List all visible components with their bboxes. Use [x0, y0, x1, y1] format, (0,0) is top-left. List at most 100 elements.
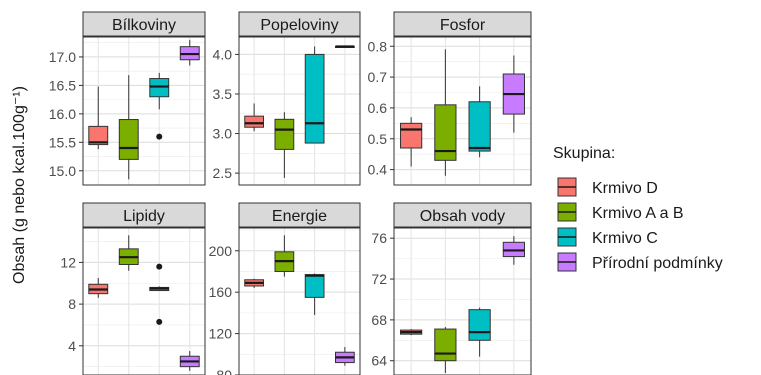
- box-krmivo-d: [88, 86, 109, 150]
- y-tick-label: 4.0: [213, 46, 233, 62]
- box-krmivo-c: [304, 46, 325, 144]
- box-iqr: [468, 309, 491, 341]
- box-prirodni-podminky: [179, 351, 200, 371]
- box-iqr: [274, 118, 295, 150]
- legend-label: Přírodní podmínky: [592, 255, 723, 272]
- outlier-point: [156, 263, 163, 270]
- panel-border: [82, 36, 206, 186]
- y-tick-label: 8: [68, 296, 76, 312]
- panel-border: [238, 36, 361, 186]
- box-krmivo-d: [88, 278, 109, 298]
- box-krmivo-c: [304, 273, 325, 315]
- y-tick-label: 17.0: [49, 49, 76, 65]
- box-krmivo-c: [468, 307, 491, 357]
- y-tick-label: 2.5: [213, 165, 233, 181]
- strip-title: Obsah vody: [420, 208, 505, 225]
- legend-label: Krmivo D: [592, 180, 658, 197]
- y-tick-label: 16.5: [49, 77, 76, 93]
- box-prirodni-podminky: [502, 55, 525, 133]
- y-tick-label: 0.7: [368, 69, 388, 85]
- strip-title: Lipidy: [123, 208, 165, 225]
- box-krmivo-d: [244, 278, 265, 289]
- y-tick-label: 15.0: [49, 163, 76, 179]
- legend: Skupina: Krmivo D Krmivo A a B Krmivo C Pří…: [553, 145, 723, 272]
- strip-title: Bílkoviny: [112, 17, 176, 34]
- panel-obsah-vody: Obsah vody 64 68 72 76: [371, 202, 532, 375]
- box-iqr: [434, 104, 457, 161]
- y-tick-label: 3.5: [213, 86, 233, 102]
- panel-background: [82, 227, 206, 375]
- box-krmivo-c: [149, 72, 170, 140]
- panel-background: [82, 36, 206, 186]
- box-krmivo-a-a-b: [434, 49, 457, 176]
- y-tick-label: 68: [371, 312, 387, 328]
- legend-item-prirodni-podminky: Přírodní podmínky: [557, 252, 723, 272]
- box-iqr: [149, 78, 170, 98]
- strip-title: Fosfor: [440, 17, 486, 34]
- box-krmivo-a-a-b: [118, 235, 139, 271]
- y-tick-label: 160: [209, 284, 233, 300]
- panel-border: [82, 227, 206, 375]
- box-krmivo-d: [244, 103, 265, 132]
- box-krmivo-d: [400, 117, 423, 167]
- strip-title: Energie: [272, 208, 327, 225]
- box-iqr: [400, 122, 423, 149]
- box-iqr: [304, 274, 325, 298]
- box-prirodni-podminky: [502, 236, 525, 265]
- y-tick-label: 200: [209, 243, 233, 259]
- y-tick-label: 72: [371, 271, 387, 287]
- strip-background: [82, 202, 206, 228]
- legend-item-krmivo-c: Krmivo C: [557, 227, 658, 247]
- y-tick-label: 76: [371, 230, 387, 246]
- panel-fosfor: Fosfor 0.4 0.5 0.6 0.7 0.8: [368, 11, 532, 186]
- y-tick-label: 80: [216, 367, 232, 375]
- y-tick-label: 0.4: [368, 162, 388, 178]
- box-krmivo-c: [468, 86, 491, 158]
- box-iqr: [468, 101, 491, 152]
- box-prirodni-podminky: [334, 347, 355, 366]
- box-iqr: [118, 119, 139, 160]
- strip-background: [393, 11, 532, 37]
- strip-title: Popeloviny: [260, 17, 338, 34]
- legend-title: Skupina:: [553, 145, 615, 162]
- box-iqr: [88, 125, 109, 146]
- y-tick-label: 12: [60, 254, 76, 270]
- box-iqr: [434, 328, 457, 362]
- y-axis-label: Obsah (g nebo kcal.100g⁻¹): [11, 86, 28, 284]
- strip-background: [238, 11, 361, 37]
- box-prirodni-podminky: [334, 45, 355, 48]
- y-tick-label: 0.5: [368, 131, 388, 147]
- y-tick-label: 4: [68, 338, 76, 354]
- box-krmivo-a-a-b: [274, 112, 295, 178]
- panel-bilkoviny: Bílkoviny 15.0 15.5 16.0 16.5 17.0: [49, 11, 206, 186]
- y-tick-label: 120: [209, 326, 233, 342]
- y-tick-label: 16.0: [49, 106, 76, 122]
- y-tick-label: 64: [371, 353, 387, 369]
- panel-lipidy: Lipidy 4 8 12: [60, 202, 206, 375]
- y-tick-label: 15.5: [49, 134, 76, 150]
- box-prirodni-podminky: [179, 39, 200, 66]
- legend-item-krmivo-a-a-b: Krmivo A a B: [557, 202, 684, 222]
- facet-panels: Bílkoviny 15.0 15.5 16.0 16.5 17.0 Popeloviny 2…: [49, 11, 532, 375]
- panel-border: [393, 227, 532, 375]
- box-krmivo-a-a-b: [434, 327, 457, 373]
- box-krmivo-a-a-b: [274, 235, 295, 277]
- legend-item-krmivo-d: Krmivo D: [557, 177, 658, 197]
- box-krmivo-c: [149, 263, 170, 325]
- panel-border: [393, 36, 532, 186]
- strip-background: [82, 11, 206, 37]
- panel-popeloviny: Popeloviny 2.5 3.0 3.5 4.0: [213, 11, 361, 186]
- box-iqr: [304, 53, 325, 144]
- strip-background: [238, 202, 361, 228]
- strip-background: [393, 202, 532, 228]
- legend-label: Krmivo A a B: [592, 205, 684, 222]
- box-krmivo-d: [400, 329, 423, 336]
- y-tick-label: 0.8: [368, 38, 388, 54]
- box-krmivo-a-a-b: [118, 75, 139, 180]
- outlier-point: [156, 318, 163, 325]
- y-tick-label: 3.0: [213, 126, 233, 142]
- panel-energie: Energie 80 120 160 200: [209, 202, 361, 375]
- panel-border: [238, 227, 361, 375]
- outlier-point: [156, 133, 163, 140]
